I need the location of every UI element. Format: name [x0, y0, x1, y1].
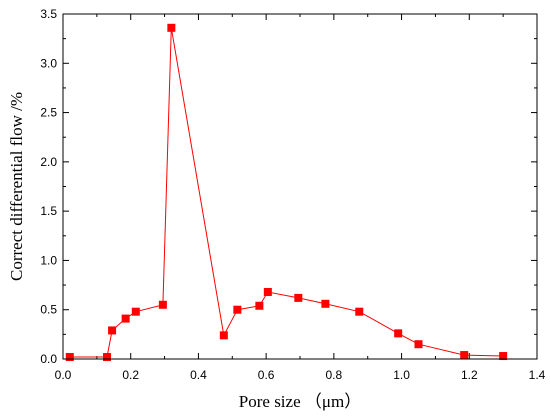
x-axis-title: Pore size （μm） — [239, 392, 361, 411]
data-point — [167, 23, 176, 32]
data-point — [255, 301, 264, 310]
data-point — [499, 352, 508, 361]
data-point — [65, 353, 74, 362]
data-point — [219, 331, 228, 340]
data-point — [121, 314, 130, 323]
series-layer — [65, 23, 508, 362]
y-axis-title: Correct differential flow /% — [7, 92, 26, 281]
x-tick-label: 0.2 — [122, 368, 139, 382]
x-tick-label: 0.4 — [190, 368, 207, 382]
y-tick-label: 2.0 — [40, 155, 57, 169]
tick-layer: 0.0 0.2 0.4 0.6 0.8 1.0 1.2 1.4 0.0 0.5 1.0 1.5 2.0 2… — [40, 7, 545, 382]
y-tick-label: 2.5 — [40, 106, 57, 120]
data-point — [460, 351, 469, 360]
data-point — [103, 353, 112, 362]
x-tick-label: 1.2 — [461, 368, 478, 382]
data-point — [355, 307, 364, 316]
data-point — [263, 287, 272, 296]
y-tick-label: 3.0 — [40, 56, 57, 70]
y-tick-label: 0.5 — [40, 303, 57, 317]
data-point — [233, 305, 242, 314]
data-point — [414, 340, 423, 349]
y-tick-label: 0.0 — [40, 352, 57, 366]
plot-frame — [62, 13, 538, 360]
y-tick-label: 1.5 — [40, 204, 57, 218]
data-point — [321, 299, 330, 308]
y-tick-label: 3.5 — [40, 7, 57, 21]
x-tick-label: 0.6 — [258, 368, 275, 382]
x-tick-label: 1.4 — [529, 368, 546, 382]
x-tick-label: 1.0 — [393, 368, 410, 382]
x-tick-label: 0.8 — [326, 368, 343, 382]
data-point — [108, 326, 117, 335]
data-point — [294, 293, 303, 302]
x-tick-label: 0.0 — [55, 368, 72, 382]
y-tick-label: 1.0 — [40, 253, 57, 267]
series-line — [69, 27, 504, 358]
data-point — [131, 307, 140, 316]
data-point — [158, 300, 167, 309]
data-point — [394, 329, 403, 338]
